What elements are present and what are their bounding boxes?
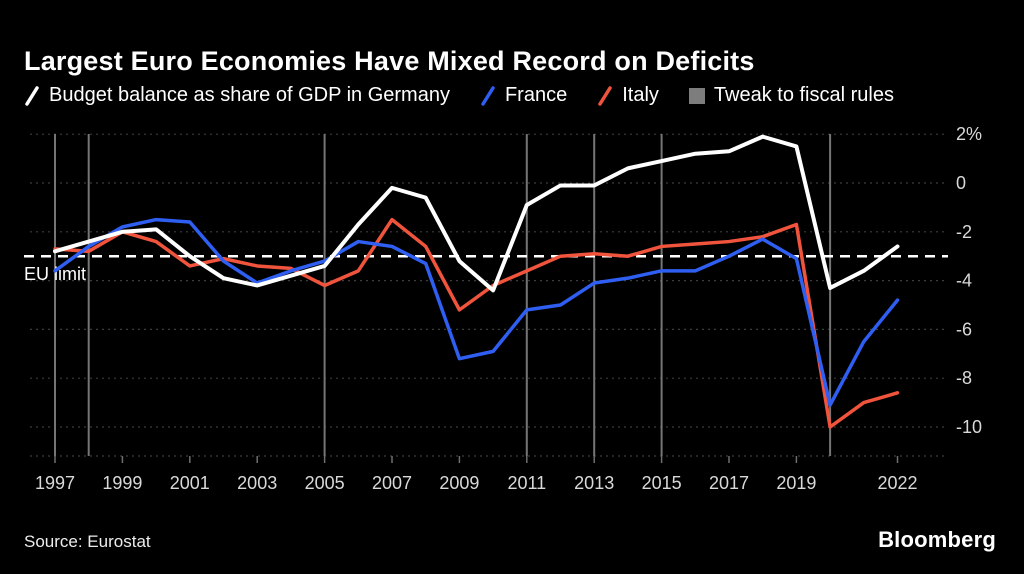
fiscal-rules-square-swatch-icon — [688, 87, 705, 104]
x-axis-label: 2011 — [507, 473, 546, 493]
x-axis-label: 2015 — [642, 473, 682, 493]
france-line-swatch-icon — [481, 85, 495, 106]
y-axis-label: -4 — [956, 271, 972, 291]
x-axis-label: 2019 — [776, 473, 816, 493]
x-axis-label: 2007 — [372, 473, 412, 493]
bloomberg-logo: Bloomberg — [878, 527, 996, 552]
legend-item-germany: Budget balance as share of GDP in German… — [24, 84, 450, 107]
italy-line-swatch-icon — [598, 85, 612, 106]
x-axis-label: 2005 — [305, 473, 345, 493]
x-axis-label: 2009 — [439, 473, 479, 493]
x-axis-label: 1999 — [102, 473, 142, 493]
legend-item-italy: Italy — [597, 84, 659, 107]
x-axis-label: 1997 — [35, 473, 75, 493]
x-axis-label: 2022 — [877, 473, 917, 493]
x-axis-label: 2017 — [709, 473, 749, 493]
legend-label-germany: Budget balance as share of GDP in German… — [49, 84, 450, 106]
legend-label-italy: Italy — [622, 84, 659, 106]
y-axis-label: 0 — [956, 173, 966, 193]
series-line-france — [53, 217, 900, 407]
chart-legend: Budget balance as share of GDP in German… — [24, 84, 894, 107]
y-axis-label: -2 — [956, 222, 972, 242]
legend-label-fiscal-rules: Tweak to fiscal rules — [713, 84, 894, 106]
legend-label-france: France — [504, 84, 568, 106]
y-axis-label: 2% — [956, 124, 982, 144]
y-axis-label: -8 — [956, 368, 972, 388]
y-axis-label: -10 — [956, 417, 982, 437]
eu-limit-label: EU limit — [24, 264, 86, 284]
series-line-italy — [53, 217, 900, 429]
legend-item-fiscal-rules: Tweak to fiscal rules — [688, 84, 894, 107]
page-title: Largest Euro Economies Have Mixed Record… — [24, 46, 755, 77]
series-line-germany — [53, 134, 900, 293]
x-axis-label: 2013 — [574, 473, 614, 493]
x-axis-label: 2003 — [237, 473, 277, 493]
x-axis-label: 2001 — [170, 473, 210, 493]
source-credit: Source: Eurostat — [24, 532, 151, 551]
y-axis-label: -6 — [956, 319, 972, 339]
legend-item-france: France — [480, 84, 567, 107]
germany-line-swatch-icon — [25, 85, 39, 106]
